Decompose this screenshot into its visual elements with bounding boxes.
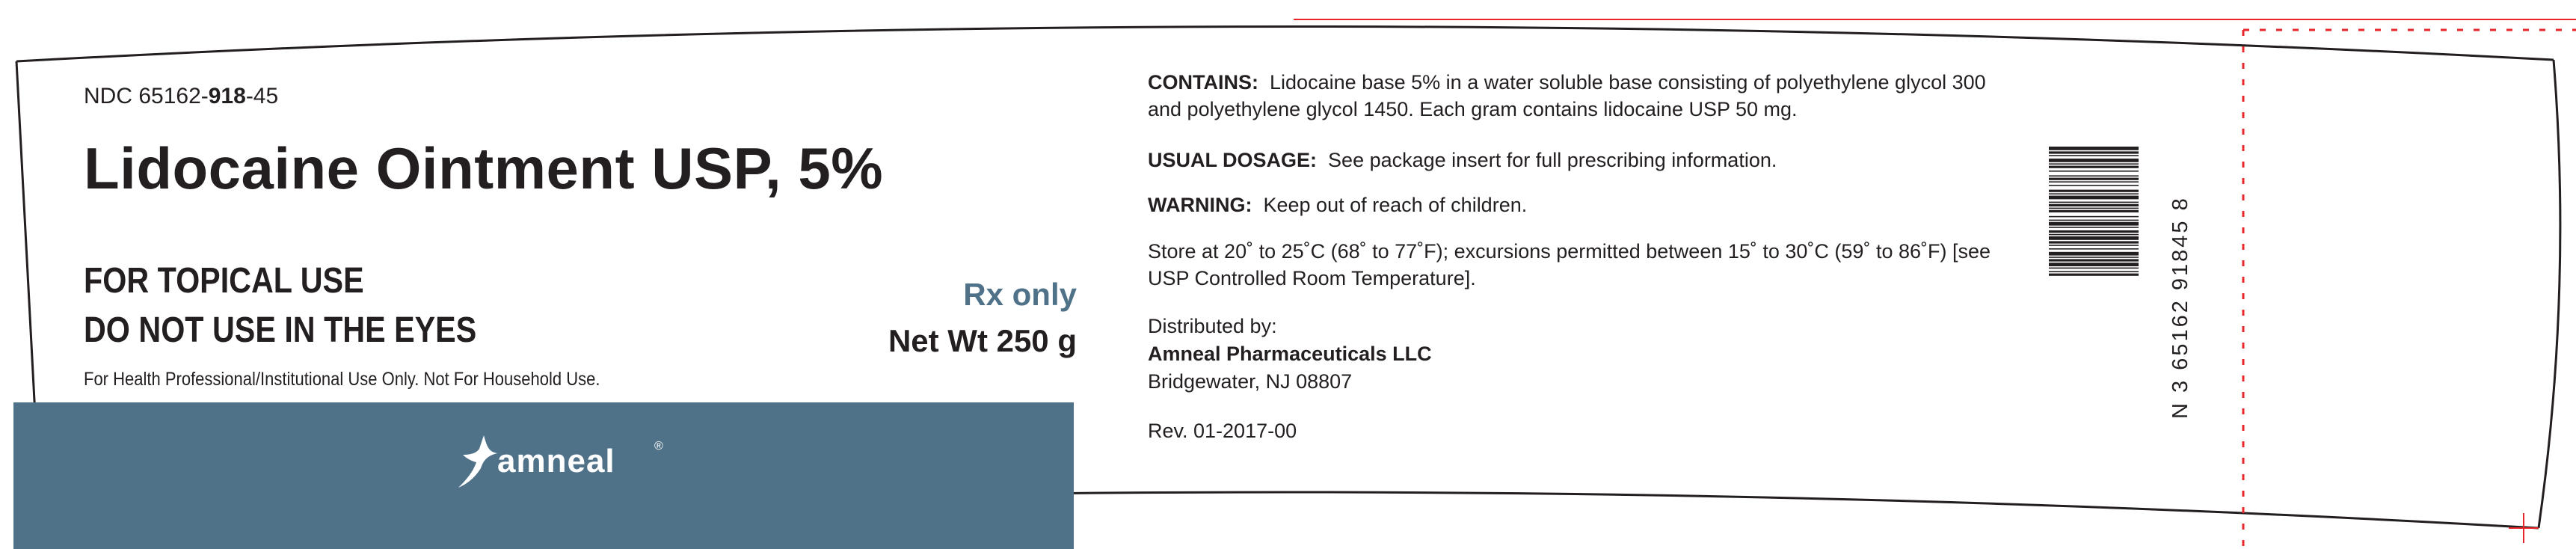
ndc-product-code: 918 bbox=[208, 84, 246, 108]
barcode-bar bbox=[2049, 230, 2139, 233]
barcode-bar bbox=[2049, 159, 2139, 162]
barcode-number: N 3 65162 91845 8 bbox=[2168, 196, 2192, 419]
barcode-bar bbox=[2049, 273, 2139, 276]
barcode-bar bbox=[2049, 248, 2139, 250]
barcode-bar bbox=[2049, 181, 2139, 183]
barcode-bar bbox=[2049, 219, 2139, 221]
eyes-warning: DO NOT USE IN THE EYES bbox=[84, 310, 477, 350]
barcode-bar bbox=[2049, 175, 2139, 177]
barcode-bar bbox=[2049, 221, 2139, 226]
barcode-bar bbox=[2049, 177, 2139, 180]
barcode-bar bbox=[2049, 241, 2139, 244]
barcode-bar bbox=[2049, 259, 2139, 262]
rx-only-label: Rx only bbox=[963, 277, 1077, 312]
barcode-bar bbox=[2049, 209, 2139, 212]
barcode-bar bbox=[2049, 163, 2139, 165]
barcode-bar bbox=[2049, 147, 2139, 150]
brand-band bbox=[13, 402, 1074, 549]
barcode-bar bbox=[2049, 195, 2139, 200]
barcode-bar bbox=[2049, 201, 2139, 203]
distributor-address: Bridgewater, NJ 08807 bbox=[1148, 370, 1353, 393]
amneal-logo: amneal ® bbox=[454, 431, 678, 489]
barcode-bar bbox=[2049, 189, 2139, 192]
warning-section: WARNING: Keep out of reach of children. bbox=[1148, 191, 1527, 218]
barcode-bar bbox=[2049, 251, 2139, 256]
ndc-package-code: -45 bbox=[245, 84, 279, 108]
revision-number: Rev. 01-2017-00 bbox=[1148, 420, 1297, 442]
barcode-bar bbox=[2049, 151, 2139, 154]
barcode-bar bbox=[2049, 233, 2139, 236]
dosage-heading: USUAL DOSAGE: bbox=[1148, 149, 1318, 171]
distributed-by-label: Distributed by: bbox=[1148, 315, 1277, 337]
warning-heading: WARNING: bbox=[1148, 194, 1252, 216]
barcode-bar bbox=[2049, 245, 2139, 246]
storage-instructions: Store at 20˚ to 25˚C (68˚ to 77˚F); excu… bbox=[1148, 240, 1991, 289]
barcode-bar bbox=[2049, 263, 2139, 266]
barcode-bar bbox=[2049, 185, 2139, 186]
barcode-bar bbox=[2049, 171, 2139, 172]
barcode-bar bbox=[2049, 236, 2139, 240]
contains-heading: CONTAINS: bbox=[1148, 71, 1258, 93]
professional-use-note: For Health Professional/Institutional Us… bbox=[84, 369, 600, 390]
warning-text: Keep out of reach of children. bbox=[1263, 194, 1528, 216]
amneal-wordmark: amneal bbox=[497, 443, 615, 479]
registered-mark: ® bbox=[654, 440, 663, 453]
barcode-bar bbox=[2049, 257, 2139, 258]
product-title: Lidocaine Ointment USP, 5% bbox=[84, 135, 884, 201]
barcode-bar bbox=[2049, 165, 2139, 168]
barcode-bar bbox=[2049, 155, 2139, 156]
dosage-text: See package insert for full prescribing … bbox=[1328, 149, 1777, 171]
barcode-bar bbox=[2049, 215, 2139, 218]
ndc-number: NDC 65162-918-45 bbox=[84, 84, 278, 109]
barcode-bar bbox=[2049, 227, 2139, 228]
distributor-name: Amneal Pharmaceuticals LLC bbox=[1148, 343, 1432, 365]
barcode-bar bbox=[2049, 207, 2139, 209]
amneal-star-icon bbox=[458, 435, 497, 488]
barcode-bar bbox=[2049, 203, 2139, 206]
barcode-bar bbox=[2049, 267, 2139, 269]
net-weight: Net Wt 250 g bbox=[888, 323, 1077, 358]
dosage-section: USUAL DOSAGE: See package insert for ful… bbox=[1148, 147, 1777, 174]
barcode-bar bbox=[2049, 271, 2139, 272]
upc-barcode-icon bbox=[2049, 147, 2139, 276]
ndc-prefix: NDC 65162- bbox=[84, 84, 209, 108]
topical-use-statement: FOR TOPICAL USE bbox=[84, 261, 364, 301]
contains-text: Lidocaine base 5% in a water soluble bas… bbox=[1148, 71, 1986, 120]
dieline-corner bbox=[2509, 513, 2539, 543]
barcode-bar bbox=[2049, 193, 2139, 194]
contains-section: CONTAINS: Lidocaine base 5% in a water s… bbox=[1148, 69, 2015, 123]
